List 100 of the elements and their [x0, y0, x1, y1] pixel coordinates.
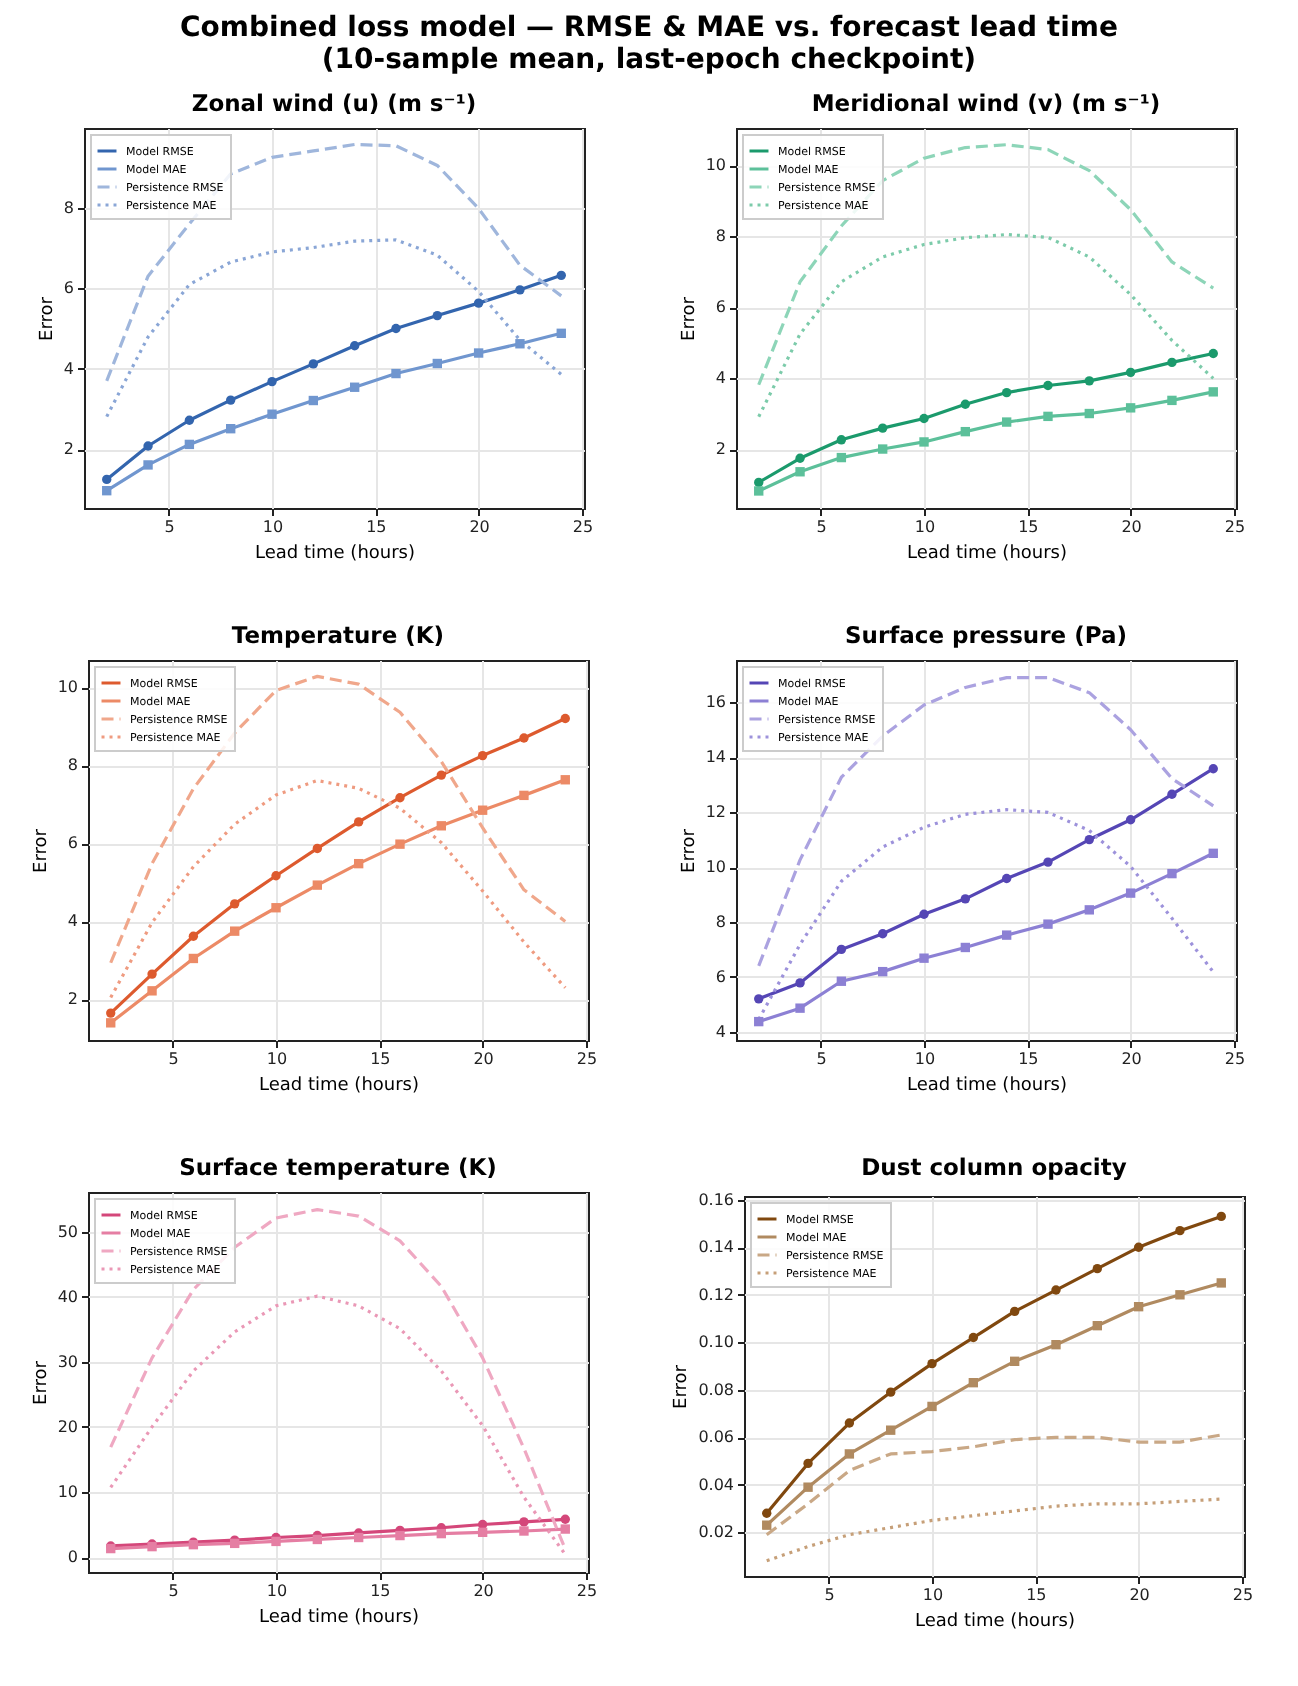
- point: [307, 359, 318, 369]
- x-tick-label: 10: [266, 1582, 288, 1600]
- point: [878, 929, 888, 939]
- point: [1216, 1278, 1226, 1288]
- point: [1208, 348, 1218, 359]
- x-tick-label: 25: [1224, 518, 1246, 536]
- point: [1009, 1356, 1020, 1366]
- point: [519, 733, 529, 743]
- point: [390, 323, 400, 334]
- point: [836, 435, 847, 445]
- x-tick-label: 20: [1129, 1586, 1150, 1604]
- chart-title: Surface temperature (K): [179, 1153, 497, 1181]
- chart-title: Surface pressure (Pa): [845, 621, 1127, 649]
- point: [1084, 834, 1094, 845]
- point: [1051, 1339, 1061, 1350]
- point: [1216, 1211, 1226, 1222]
- chart-title: Meridional wind (v) (m s⁻¹): [811, 89, 1161, 117]
- y-axis-title: Error: [31, 1360, 52, 1405]
- point: [1084, 408, 1094, 419]
- x-tick-label: 15: [365, 518, 386, 536]
- x-tick-label: 20: [473, 1050, 494, 1068]
- point: [395, 793, 405, 803]
- point: [886, 1425, 896, 1435]
- y-tick-label: 20: [57, 1417, 78, 1436]
- y-tick-label: 0.02: [698, 1523, 734, 1542]
- line-series: [109, 1207, 567, 1551]
- point: [514, 285, 524, 295]
- point: [307, 395, 318, 406]
- y-tick-label: 0.06: [698, 1428, 734, 1447]
- x-tick-label: 25: [1224, 1050, 1246, 1068]
- point: [1084, 905, 1094, 915]
- point: [266, 376, 276, 387]
- y-tick-label: 2: [62, 440, 73, 459]
- y-axis-title: Error: [31, 828, 52, 873]
- x-tick-label: 25: [571, 518, 593, 536]
- point: [472, 348, 483, 358]
- point: [795, 467, 805, 477]
- point: [560, 775, 570, 785]
- point: [927, 1401, 937, 1412]
- point: [436, 770, 446, 780]
- point: [1167, 357, 1177, 368]
- y-axis-title: Error: [672, 1364, 693, 1409]
- x-tick-label: 5: [824, 1586, 835, 1604]
- point: [878, 444, 888, 454]
- text: (10-sample mean, last-epoch checkpoint): [319, 44, 979, 76]
- point: [431, 310, 441, 321]
- point: [1167, 868, 1177, 879]
- x-tick-label: 15: [370, 1582, 391, 1600]
- point: [919, 909, 929, 919]
- y-tick-label: 4: [62, 359, 73, 378]
- text: Combined loss model — RMSE & MAE vs. forecast lead time: [177, 12, 1121, 44]
- y-tick-label: 0.04: [698, 1475, 734, 1494]
- x-tick-label: 15: [1018, 1050, 1039, 1068]
- point: [795, 1003, 805, 1013]
- point: [919, 953, 929, 963]
- point: [960, 426, 971, 437]
- point: [142, 460, 152, 470]
- x-tick-label: 5: [163, 518, 174, 536]
- x-tick-label: 10: [266, 1050, 288, 1068]
- point: [1125, 815, 1136, 825]
- point: [390, 368, 400, 379]
- point: [560, 1524, 570, 1534]
- point: [1092, 1263, 1102, 1274]
- x-axis-title: Lead time (hours): [258, 1608, 420, 1628]
- point: [395, 1530, 405, 1541]
- line-series: [765, 1497, 1223, 1563]
- y-axis-title: Error: [679, 828, 700, 873]
- line-series: [757, 675, 1215, 968]
- y-tick-label: 6: [715, 967, 726, 986]
- point: [754, 1016, 764, 1027]
- point: [266, 409, 276, 419]
- point: [844, 1418, 855, 1428]
- point: [1001, 417, 1012, 427]
- line-series: [104, 142, 562, 383]
- y-tick-label: 0.08: [698, 1380, 734, 1399]
- point: [1125, 367, 1136, 378]
- point: [1133, 1242, 1144, 1252]
- point: [271, 871, 281, 881]
- point: [803, 1482, 813, 1492]
- y-axis-title: Error: [36, 296, 57, 341]
- point: [1009, 1306, 1020, 1317]
- point: [142, 441, 152, 451]
- point: [803, 1458, 813, 1469]
- line-series: [757, 232, 1215, 419]
- point: [844, 1449, 855, 1459]
- point: [436, 821, 446, 831]
- x-tick-label: 10: [922, 1586, 944, 1604]
- y-tick-label: 8: [715, 912, 726, 931]
- point: [762, 1520, 772, 1530]
- point: [353, 858, 364, 869]
- point: [960, 942, 971, 953]
- point: [1167, 395, 1177, 406]
- y-tick-label: 10: [705, 858, 726, 877]
- point: [754, 477, 764, 488]
- y-tick-label: 8: [62, 198, 73, 217]
- y-tick-label: 0.10: [698, 1333, 734, 1352]
- line-series: [104, 238, 562, 419]
- y-tick-label: 4: [715, 1022, 726, 1041]
- y-axis-title: Error: [679, 296, 700, 341]
- x-tick-label: 15: [1026, 1586, 1047, 1604]
